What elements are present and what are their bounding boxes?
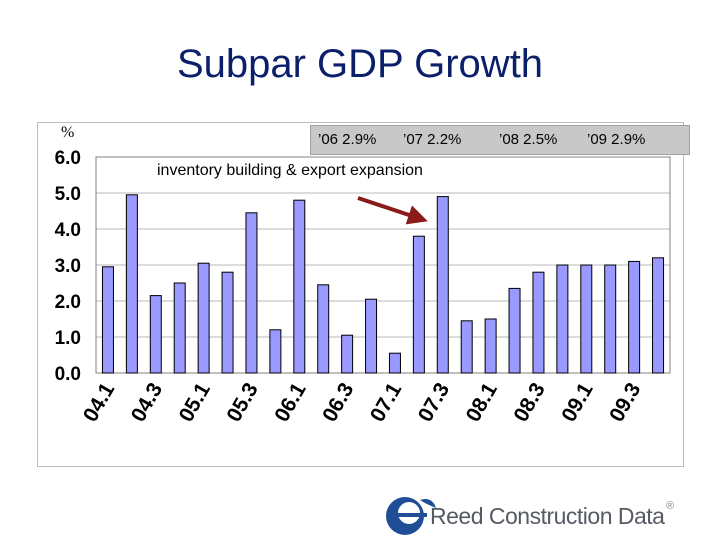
x-tick-label: 06.1 [270,379,311,426]
x-tick-label: 05.3 [222,379,262,426]
page-title: Subpar GDP Growth [176,42,544,86]
y-tick-label: 4.0 [55,220,81,241]
plot-area [95,156,671,374]
bar [245,212,258,374]
bar [508,287,521,374]
chart-annotation: inventory building & export expansion [157,162,423,179]
x-tick-label: 04.1 [79,379,120,426]
x-tick-label: 09.3 [605,379,645,426]
bar [317,284,330,374]
y-tick-label: 2.0 [55,292,81,313]
bar [293,199,306,374]
note-2009: ’09 2.9% [587,131,646,148]
bar [556,264,569,374]
bar [173,282,186,374]
bar [149,295,162,374]
y-tick-label: 3.0 [55,256,81,277]
bar [532,271,545,374]
bar [460,320,473,374]
x-tick-label: 07.1 [366,379,407,426]
y-tick-label: 6.0 [55,148,81,169]
bar [388,352,401,374]
x-tick-label: 05.1 [175,379,216,426]
bar [269,329,282,374]
x-tick-label: 06.3 [318,379,358,426]
bar [412,235,425,374]
chart-frame [37,122,684,467]
bar [365,298,378,374]
bar [604,264,617,374]
bar [221,271,234,374]
x-tick-label: 04.3 [127,379,167,426]
x-tick-label: 09.1 [557,379,598,426]
x-tick-label: 08.3 [509,379,549,426]
x-tick-label: 07.3 [414,379,454,426]
annotation-arrow [357,196,428,225]
note-2006: ’06 2.9% [318,131,377,148]
bar [341,334,354,374]
bar [652,257,665,374]
y-axis-unit: % [61,124,75,141]
reed-logo-icon [386,497,436,535]
logo-text: Reed Construction Data [430,503,665,529]
note-2007: ’07 2.2% [403,131,462,148]
y-tick-label: 5.0 [55,184,81,205]
bar [436,196,449,374]
annual-forecast-box [310,125,690,155]
bar [197,262,210,374]
note-2008: ’08 2.5% [499,131,558,148]
bar [628,260,641,374]
registered-mark: ® [666,500,675,512]
bar [484,318,497,374]
y-tick-label: 0.0 [55,364,81,385]
x-tick-label: 08.1 [462,379,503,426]
bar [125,194,138,374]
y-tick-label: 1.0 [55,328,81,349]
bar [101,266,114,374]
bar [580,264,593,374]
